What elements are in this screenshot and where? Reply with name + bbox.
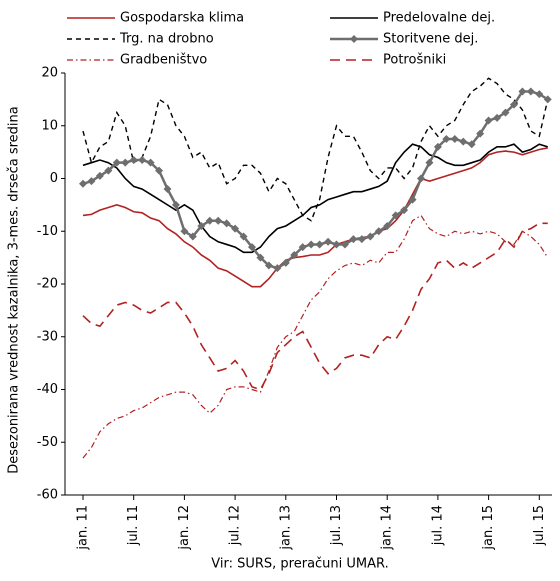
- point-marker: [231, 224, 240, 233]
- series-line: [82, 214, 549, 459]
- series-line: [82, 77, 549, 222]
- point-marker: [248, 243, 256, 252]
- point-marker: [298, 243, 307, 252]
- point-marker: [459, 137, 468, 146]
- series-line: [82, 147, 548, 288]
- point-marker: [425, 158, 434, 167]
- point-marker: [87, 177, 96, 186]
- point-marker: [349, 235, 358, 244]
- point-marker: [273, 264, 282, 273]
- point-marker: [526, 87, 535, 96]
- y-tick-label: 10: [41, 118, 58, 133]
- y-tick-label: -10: [37, 224, 58, 239]
- point-marker: [433, 142, 442, 151]
- point-marker: [205, 216, 214, 225]
- point-marker: [188, 232, 197, 241]
- point-marker: [146, 158, 155, 167]
- legend-label: Storitvene dej.: [383, 32, 478, 47]
- point-marker: [79, 179, 87, 188]
- point-marker: [442, 134, 451, 143]
- point-marker: [121, 158, 130, 167]
- y-tick-label: -20: [37, 277, 58, 292]
- point-marker: [163, 185, 172, 194]
- series-line: [82, 143, 548, 254]
- point-marker: [180, 227, 189, 236]
- legend-marker: [350, 35, 358, 43]
- source-note: Vir: SURS, preračuni UMAR.: [211, 557, 388, 572]
- point-marker: [155, 166, 164, 175]
- point-marker: [315, 240, 324, 249]
- point-marker: [95, 171, 104, 180]
- x-tick-label: jul. 11: [126, 505, 141, 546]
- point-marker: [171, 200, 180, 209]
- legend-label: Gospodarska klima: [120, 11, 244, 26]
- series-line: [82, 222, 548, 391]
- y-tick-label: -60: [37, 488, 58, 503]
- point-marker: [197, 221, 206, 230]
- point-marker: [214, 216, 223, 225]
- point-marker: [129, 156, 138, 165]
- point-marker: [484, 116, 493, 125]
- y-tick-label: -30: [37, 329, 58, 344]
- point-marker: [400, 206, 409, 215]
- y-tick-label: 0: [50, 171, 58, 186]
- point-marker: [138, 156, 147, 165]
- point-marker: [307, 240, 316, 249]
- x-tick-label: jul. 12: [228, 505, 243, 546]
- x-tick-label: jan. 14: [380, 505, 395, 551]
- y-tick-label: 20: [41, 66, 58, 81]
- y-axis-label: Desezonirana vrednost kazalnika, 3-mes. …: [7, 106, 22, 473]
- point-marker: [104, 166, 113, 175]
- point-marker: [264, 261, 273, 270]
- x-tick-label: jan. 13: [278, 505, 293, 551]
- point-marker: [493, 113, 502, 122]
- point-marker: [450, 134, 459, 143]
- point-marker: [256, 253, 265, 262]
- y-tick-label: -40: [37, 382, 58, 397]
- point-marker: [535, 90, 544, 99]
- point-marker: [222, 219, 231, 228]
- point-marker: [417, 174, 425, 183]
- series-line: [82, 90, 549, 270]
- point-marker: [467, 140, 476, 149]
- point-marker: [290, 250, 299, 259]
- point-marker: [543, 95, 552, 104]
- legend-label: Gradbeništvo: [120, 53, 207, 68]
- point-marker: [408, 195, 417, 204]
- point-marker: [518, 87, 527, 96]
- x-tick-label: jul. 13: [329, 505, 344, 546]
- point-marker: [374, 227, 383, 236]
- point-marker: [501, 108, 510, 117]
- x-tick-label: jan. 15: [481, 505, 496, 551]
- point-marker: [239, 232, 248, 241]
- point-marker: [112, 158, 121, 167]
- point-marker: [391, 211, 400, 220]
- x-tick-label: jan. 11: [76, 505, 91, 551]
- legend-label: Potrošniki: [383, 53, 446, 68]
- y-tick-label: -50: [37, 435, 58, 450]
- point-marker: [357, 235, 366, 244]
- point-marker: [509, 100, 518, 109]
- x-tick-label: jul. 15: [532, 505, 547, 546]
- legend-label: Predelovalne dej.: [383, 11, 495, 26]
- x-tick-label: jan. 12: [177, 505, 192, 551]
- point-marker: [383, 221, 392, 230]
- point-marker: [324, 237, 333, 246]
- point-marker: [340, 240, 349, 249]
- point-marker: [281, 258, 290, 267]
- point-marker: [366, 232, 375, 241]
- point-marker: [476, 129, 485, 138]
- legend-label: Trg. na drobno: [119, 32, 214, 47]
- point-marker: [332, 240, 341, 249]
- x-tick-label: jul. 14: [430, 505, 445, 546]
